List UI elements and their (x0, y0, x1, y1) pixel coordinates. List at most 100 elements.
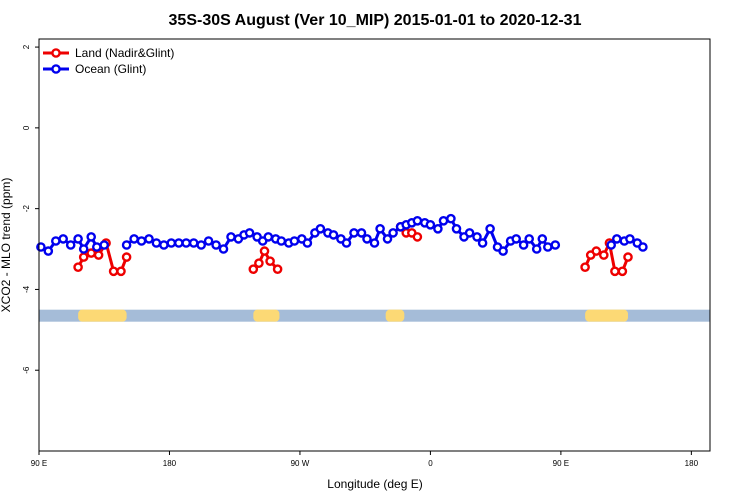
data-point (328, 230, 339, 240)
data-point (438, 215, 449, 226)
y-tick-label: -4 (22, 285, 31, 293)
x-tick-label: 90 W (291, 459, 310, 468)
data-point (580, 262, 590, 273)
data-point (477, 238, 488, 248)
data-point (518, 240, 529, 250)
y-tick-label: -6 (22, 366, 31, 374)
y-tick-label: 0 (22, 125, 31, 130)
data-point (259, 246, 270, 256)
data-point (254, 258, 264, 269)
data-point (129, 234, 139, 244)
data-point (543, 242, 553, 252)
legend-marker (51, 64, 61, 74)
data-point (349, 228, 359, 238)
data-point (369, 238, 380, 248)
y-tick-label: -2 (22, 205, 31, 213)
data-point (196, 240, 206, 250)
data-point (412, 215, 423, 226)
legend-marker (51, 48, 61, 58)
data-point (289, 236, 300, 246)
data-point (638, 242, 648, 252)
data-point (263, 232, 274, 242)
x-tick-label: 180 (163, 459, 177, 468)
data-point (86, 232, 96, 242)
chart-title: 35S-30S August (Ver 10_MIP) 2015-01-01 t… (169, 12, 582, 29)
data-point (610, 266, 620, 277)
data-point (362, 234, 372, 244)
land-band (385, 309, 405, 322)
data-point (550, 240, 561, 250)
data-point (451, 223, 462, 234)
plot-frame (38, 38, 711, 452)
land-band (585, 309, 628, 322)
data-point (73, 234, 83, 244)
data-point (265, 256, 275, 267)
data-point (302, 238, 313, 248)
data-point (43, 246, 54, 256)
data-point (276, 236, 287, 246)
data-point (181, 238, 191, 248)
data-point (226, 232, 236, 242)
data-point (218, 244, 229, 254)
data-point (472, 232, 482, 242)
data-point (93, 250, 104, 260)
data-point (78, 252, 89, 262)
data-point (412, 232, 423, 242)
data-point (382, 234, 393, 244)
data-point (121, 252, 132, 262)
data-point (591, 246, 602, 256)
data-point (108, 266, 119, 277)
data-point (625, 234, 635, 244)
data-point (485, 223, 495, 234)
data-point (151, 238, 162, 248)
data-point (244, 228, 255, 238)
data-point (599, 250, 609, 260)
legend: Land (Nadir&Glint) Ocean (Glint) (43, 46, 174, 76)
x-tick-label: 0 (428, 459, 433, 468)
ocean-band (39, 309, 710, 322)
data-point (606, 240, 617, 250)
data-point (341, 238, 352, 248)
data-point (272, 264, 283, 275)
data-point (388, 228, 398, 238)
data-point (498, 246, 508, 256)
data-point (51, 236, 61, 246)
data-point (73, 262, 83, 273)
land-band (78, 309, 127, 322)
x-tick-label: 90 E (553, 459, 569, 468)
data-point (464, 228, 475, 238)
data-point (144, 234, 154, 244)
x-tick-label: 180 (685, 459, 699, 468)
data-point (121, 240, 132, 250)
data-point (315, 223, 326, 234)
data-point (188, 238, 199, 248)
data-point (617, 266, 628, 277)
data-point (524, 234, 535, 244)
data-point (623, 252, 633, 262)
data-point (78, 244, 89, 254)
data-point (136, 236, 147, 246)
land-band (253, 309, 280, 322)
data-point (65, 240, 76, 250)
data-point (36, 242, 46, 252)
data-point (99, 240, 109, 250)
data-point (375, 223, 385, 234)
data-point (92, 242, 102, 252)
x-axis-label: Longitude (deg E) (327, 477, 422, 491)
x-tick-label: 90 E (31, 459, 47, 468)
data-point (173, 238, 184, 248)
data-point (433, 223, 443, 234)
data-point (511, 234, 522, 244)
data-point (58, 234, 69, 244)
data-point (203, 236, 214, 246)
data-point (248, 264, 259, 275)
data-point (531, 244, 542, 254)
data-point (446, 213, 456, 224)
data-point (537, 234, 548, 244)
y-tick-label: 2 (22, 44, 31, 49)
series-ocean (36, 213, 648, 256)
land-ocean-strip (39, 309, 710, 322)
data-point (211, 240, 221, 250)
legend-label: Ocean (Glint) (75, 62, 146, 76)
